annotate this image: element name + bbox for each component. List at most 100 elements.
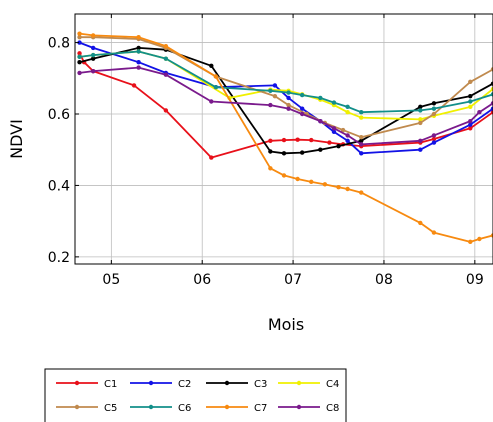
series-line-c2 — [79, 41, 493, 155]
data-point-c5 — [272, 93, 278, 99]
data-point-c6 — [345, 104, 350, 110]
series-line-c8 — [79, 66, 493, 146]
data-point-c8 — [431, 133, 437, 138]
x-tick-label: 06 — [193, 272, 211, 288]
legend-box — [44, 368, 347, 422]
data-point-c7 — [136, 35, 141, 40]
data-point-c1 — [131, 83, 137, 88]
data-point-c4 — [359, 115, 364, 120]
data-point-c8 — [299, 111, 305, 117]
data-point-c6 — [299, 92, 305, 98]
data-point-c1 — [309, 137, 314, 143]
data-point-c5 — [418, 120, 423, 126]
data-point-c1 — [209, 155, 214, 160]
data-point-c2 — [90, 45, 96, 51]
grid-layer — [75, 14, 493, 264]
legend-label-c5: C5 — [104, 403, 117, 414]
data-point-c3 — [490, 81, 493, 86]
legend-item-c2: C2 — [130, 379, 191, 390]
data-point-c6 — [431, 106, 437, 111]
data-point-c2 — [345, 138, 350, 143]
legend-item-c4: C4 — [278, 379, 339, 390]
series-c8 — [77, 65, 493, 147]
series-c4 — [77, 49, 493, 122]
data-point-c7 — [163, 43, 169, 49]
x-tick-label: 08 — [375, 272, 393, 288]
data-point-c2 — [418, 147, 423, 152]
y-tick-label: 0.6 — [48, 107, 70, 123]
axes-layer: 05 06 07 08 09 0.2 0.4 0.6 0.8 — [48, 13, 493, 288]
legend-item-c8: C8 — [278, 403, 339, 414]
data-point-c2 — [136, 60, 141, 65]
data-point-c7 — [90, 33, 96, 38]
data-point-c6 — [213, 85, 219, 90]
data-point-c7 — [418, 220, 423, 226]
data-point-c6 — [286, 90, 291, 95]
legend-label-c6: C6 — [178, 403, 191, 414]
data-point-c8 — [136, 65, 141, 70]
x-axis-label: Mois — [268, 315, 304, 334]
data-point-c8 — [490, 101, 493, 106]
legend-marker-c4 — [296, 380, 302, 386]
data-point-c3 — [336, 143, 341, 149]
series-c7 — [77, 31, 493, 245]
data-point-c7 — [490, 233, 493, 238]
data-point-c7 — [359, 190, 364, 195]
data-point-c5 — [286, 102, 291, 108]
legend-label-c3: C3 — [254, 379, 267, 390]
data-point-c8 — [90, 68, 96, 74]
legend: C1 C2 C3 C4 C5 C6 C7 C8 — [44, 368, 347, 422]
data-point-c8 — [345, 133, 350, 138]
data-point-c7 — [477, 236, 482, 242]
data-point-c4 — [418, 117, 423, 122]
data-point-c2 — [468, 122, 473, 127]
data-point-c8 — [468, 118, 473, 124]
data-point-c1 — [468, 126, 473, 131]
series-line-c7 — [79, 32, 493, 243]
legend-item-c7: C7 — [206, 403, 267, 414]
data-point-c8 — [318, 118, 323, 124]
data-point-c8 — [209, 99, 214, 104]
series-line-c6 — [79, 50, 493, 114]
data-point-c7 — [295, 176, 300, 182]
data-point-c3 — [359, 138, 364, 143]
data-point-c1 — [295, 137, 300, 142]
data-point-c6 — [77, 54, 82, 60]
data-point-c7 — [336, 185, 341, 190]
data-point-c6 — [331, 100, 337, 105]
legend-marker-c5 — [74, 404, 80, 410]
data-point-c6 — [490, 92, 493, 97]
data-point-c6 — [90, 52, 96, 58]
legend-label-c7: C7 — [254, 403, 267, 414]
data-point-c2 — [359, 151, 364, 156]
data-point-c3 — [90, 56, 96, 61]
data-point-c7 — [77, 31, 82, 36]
x-tick-label: 05 — [102, 272, 120, 288]
series-c6 — [77, 49, 493, 115]
data-point-c2 — [272, 83, 278, 88]
legend-marker-c2 — [148, 380, 154, 386]
legend-item-c3: C3 — [206, 379, 267, 390]
series-c3 — [77, 45, 493, 156]
legend-marker-c6 — [148, 404, 154, 410]
data-point-c4 — [468, 104, 473, 110]
legend-item-c6: C6 — [130, 403, 191, 414]
legend-label-c2: C2 — [178, 379, 191, 390]
data-point-c4 — [490, 86, 493, 92]
data-point-c7 — [281, 173, 287, 178]
plot-frame — [74, 13, 493, 265]
data-point-c6 — [268, 88, 273, 93]
data-point-c7 — [268, 166, 273, 171]
data-point-c3 — [268, 149, 273, 154]
data-point-c2 — [431, 140, 437, 145]
data-point-c2 — [286, 95, 291, 101]
data-point-c5 — [468, 79, 473, 85]
data-point-c8 — [418, 138, 423, 143]
data-point-c6 — [136, 49, 141, 54]
data-point-c5 — [359, 135, 364, 140]
y-tick-label: 0.8 — [48, 36, 70, 52]
legend-marker-c8 — [296, 404, 302, 410]
data-point-c5 — [340, 127, 346, 133]
data-point-c2 — [299, 106, 305, 111]
